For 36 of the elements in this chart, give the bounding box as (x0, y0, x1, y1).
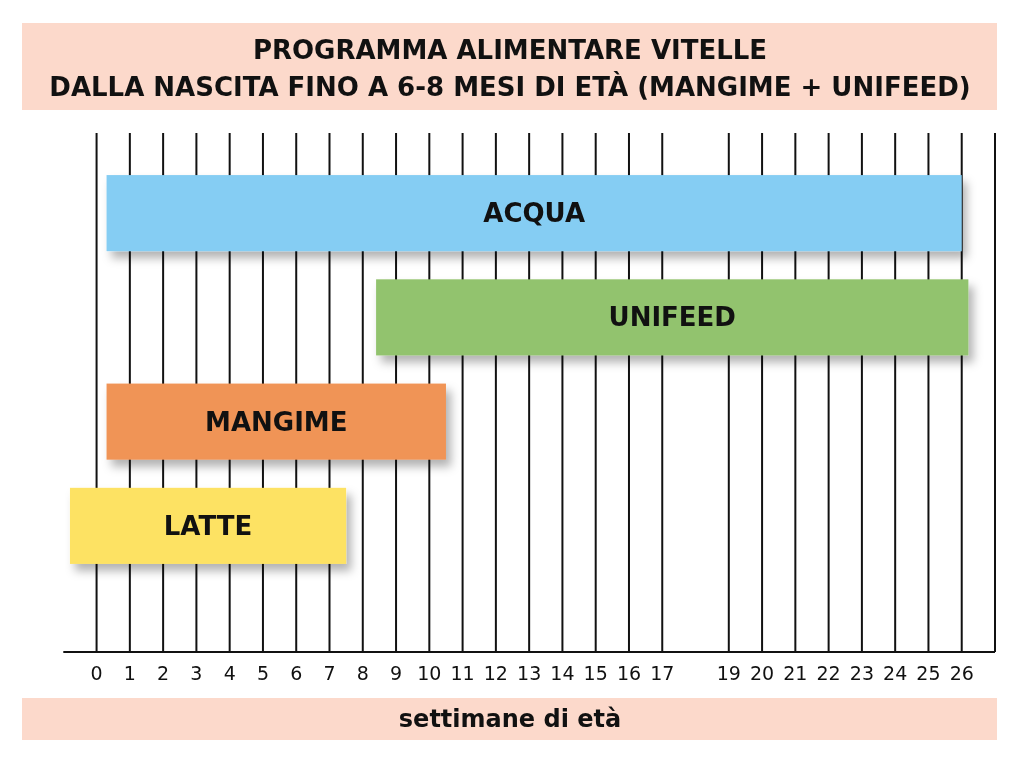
y-tick-label: ACQUA (483, 198, 586, 229)
x-tick-label: 10 (417, 661, 442, 684)
x-tick-label: 6 (290, 661, 303, 684)
bar (376, 279, 969, 356)
x-axis-title: settimane di età (398, 705, 622, 734)
x-tick-label: 8 (356, 661, 369, 684)
bar (106, 383, 446, 460)
x-tick-label: 4 (223, 661, 236, 684)
x-tick-label: 7 (323, 661, 336, 684)
x-tick-label: 23 (849, 661, 874, 684)
x-tick-label: 22 (816, 661, 841, 684)
x-tick-label: 17 (650, 661, 675, 684)
x-tick-label: 21 (783, 661, 808, 684)
x-tick-label: 12 (483, 661, 508, 684)
chart-title: PROGRAMMA ALIMENTARE VITELLE DALLA NASCITA FINO A 6-8 MESI DI ETÀ (MANGIME + UNIFEED) (49, 35, 971, 103)
y-tick-label: MANGIME (205, 406, 348, 437)
x-tick-label: 9 (390, 661, 403, 684)
y-tick-label: UNIFEED (608, 302, 736, 333)
x-tick-label: 24 (883, 661, 908, 684)
x-tick-label: 25 (916, 661, 941, 684)
x-tick-label: 0 (90, 661, 103, 684)
x-tick-label: 16 (616, 661, 642, 684)
x-tick-label: 20 (749, 661, 775, 684)
y-tick-label: LATTE (163, 510, 253, 541)
bar (106, 175, 962, 252)
x-tick-label: 26 (949, 661, 974, 684)
x-tick-label: 14 (550, 661, 575, 684)
x-tick-label: 1 (123, 661, 136, 684)
x-tick-label: 11 (450, 661, 475, 684)
x-tick-label: 15 (583, 661, 608, 684)
x-tick-label: 2 (157, 661, 170, 684)
bar (69, 487, 347, 564)
x-tick-label: 13 (517, 661, 542, 684)
x-tick-label: 3 (190, 661, 203, 684)
x-tick-label: 5 (256, 661, 269, 684)
x-tick-label: 19 (716, 661, 741, 684)
